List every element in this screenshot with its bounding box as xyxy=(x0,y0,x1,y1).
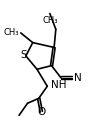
Text: N: N xyxy=(74,73,81,83)
Text: NH: NH xyxy=(51,80,66,90)
Text: S: S xyxy=(21,50,27,60)
Text: CH₃: CH₃ xyxy=(42,16,58,25)
Text: O: O xyxy=(38,107,46,117)
Text: CH₃: CH₃ xyxy=(3,28,19,37)
